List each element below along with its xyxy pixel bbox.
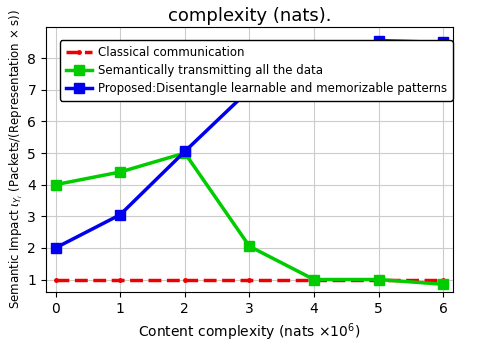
X-axis label: Content complexity (nats $\times10^{6}$): Content complexity (nats $\times10^{6}$) bbox=[138, 321, 361, 343]
Y-axis label: Semantic Impact $\iota_{Y_i}$ (Packets/(Representation $\times$ s)): Semantic Impact $\iota_{Y_i}$ (Packets/(… bbox=[7, 9, 24, 309]
Proposed:Disentangle learnable and memorizable patterns bbox=[117, 212, 123, 217]
Semantically transmitting all the data bbox=[182, 151, 188, 155]
Line: Semantically transmitting all the data: Semantically transmitting all the data bbox=[51, 148, 448, 289]
Semantically transmitting all the data bbox=[246, 244, 252, 248]
Semantically transmitting all the data bbox=[53, 183, 59, 187]
Classical communication bbox=[53, 278, 59, 282]
Classical communication bbox=[311, 278, 317, 282]
Classical communication bbox=[117, 278, 123, 282]
Title: complexity (nats).: complexity (nats). bbox=[168, 7, 331, 25]
Proposed:Disentangle learnable and memorizable patterns bbox=[440, 40, 446, 44]
Classical communication bbox=[246, 278, 252, 282]
Legend: Classical communication, Semantically transmitting all the data, Proposed:Disent: Classical communication, Semantically tr… bbox=[60, 40, 453, 100]
Semantically transmitting all the data bbox=[117, 170, 123, 174]
Proposed:Disentangle learnable and memorizable patterns bbox=[311, 55, 317, 59]
Proposed:Disentangle learnable and memorizable patterns bbox=[246, 88, 252, 92]
Classical communication bbox=[376, 278, 382, 282]
Proposed:Disentangle learnable and memorizable patterns bbox=[376, 38, 382, 43]
Semantically transmitting all the data bbox=[311, 278, 317, 282]
Line: Proposed:Disentangle learnable and memorizable patterns: Proposed:Disentangle learnable and memor… bbox=[51, 36, 448, 253]
Classical communication bbox=[440, 278, 446, 282]
Classical communication bbox=[182, 278, 188, 282]
Proposed:Disentangle learnable and memorizable patterns bbox=[182, 149, 188, 154]
Semantically transmitting all the data bbox=[376, 278, 382, 282]
Line: Classical communication: Classical communication bbox=[52, 276, 447, 283]
Semantically transmitting all the data bbox=[440, 282, 446, 286]
Proposed:Disentangle learnable and memorizable patterns bbox=[53, 246, 59, 250]
